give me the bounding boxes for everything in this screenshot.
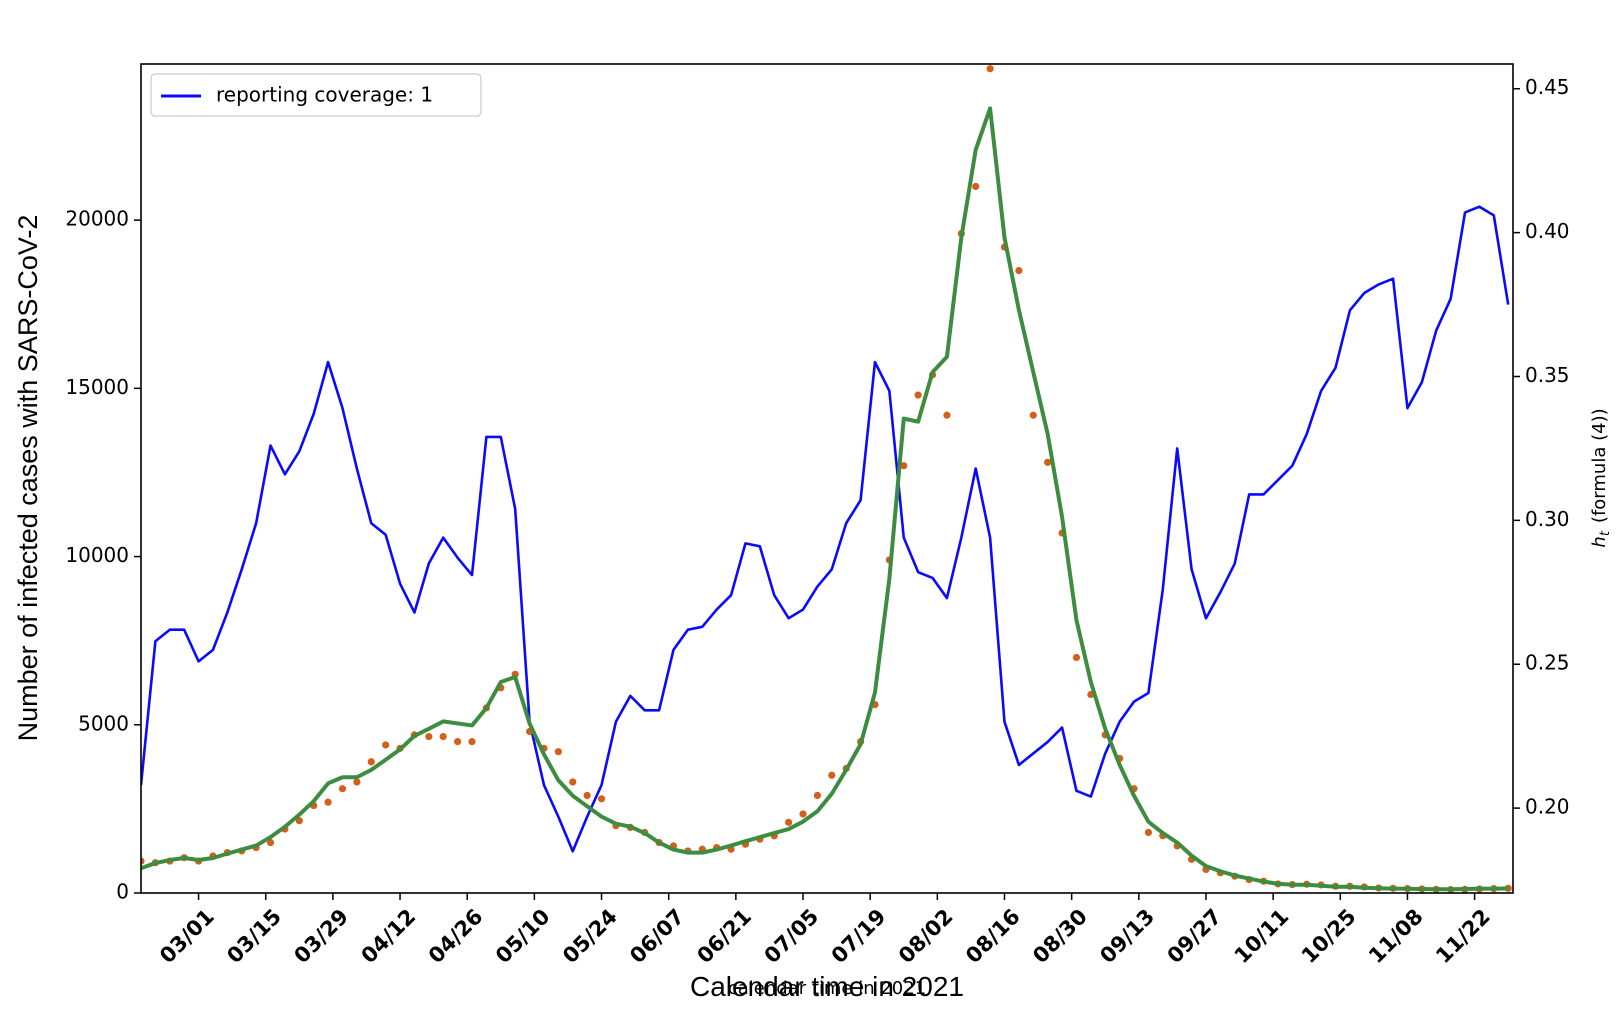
data-dot (828, 771, 836, 779)
data-dot (468, 737, 476, 746)
data-dot (813, 791, 822, 800)
data-dot (986, 65, 994, 73)
data-dot (382, 741, 390, 749)
data-dot (324, 798, 332, 806)
data-dot (1044, 458, 1052, 466)
data-line (141, 106, 1509, 892)
data-dot (439, 732, 447, 741)
data-dot (583, 791, 591, 800)
data-dot (597, 795, 606, 803)
y-tick-label: 20000 (65, 207, 129, 231)
data-dot (367, 758, 375, 766)
y2-label-subscript: t (1598, 530, 1613, 536)
data-dot (943, 411, 951, 419)
y-axis-label: Number of infected cases with SARS-CoV-2 (13, 215, 43, 742)
data-dot (1015, 266, 1023, 275)
data-dot (141, 857, 145, 865)
legend-box (150, 73, 482, 117)
y2-tick-label: 0.35 (1525, 363, 1570, 387)
data-dot (338, 785, 347, 793)
y-tick-label: 5000 (78, 711, 129, 735)
x-axis-label-overlay: calendar time in 2021 (728, 978, 926, 999)
legend-label: reporting coverage: 1 (216, 83, 433, 107)
y2-label-symbol: h (1589, 536, 1610, 547)
data-dot (972, 182, 980, 191)
plot-area (141, 65, 1512, 893)
data-dot (425, 732, 433, 741)
data-dot (353, 778, 361, 786)
y2-tick-label: 0.45 (1525, 75, 1570, 99)
data-dot (295, 817, 303, 825)
data-dot (569, 778, 577, 786)
data-dot (454, 737, 462, 746)
data-dot (554, 748, 562, 756)
plot-frame (140, 63, 1514, 894)
data-dot (900, 462, 908, 470)
data-dot (1072, 653, 1081, 662)
x-axis-label: Calendar time in 2021 (690, 971, 964, 1002)
y-tick-label: 0 (116, 880, 129, 904)
data-dot (785, 818, 793, 826)
data-dot (799, 810, 807, 818)
data-dot (914, 391, 922, 399)
y2-tick-label: 0.40 (1525, 219, 1570, 243)
y2-tick-label: 0.20 (1525, 795, 1570, 819)
y2-tick-label: 0.25 (1525, 651, 1570, 675)
y2-axis-label: ht (formula (4)) (1589, 408, 1613, 547)
data-dot (266, 838, 275, 847)
y-tick-label: 10000 (65, 543, 129, 567)
y2-tick-label: 0.30 (1525, 507, 1570, 531)
data-line (141, 205, 1510, 853)
data-dot (1029, 411, 1037, 419)
data-dot (1144, 828, 1153, 837)
y-tick-label: 15000 (65, 375, 129, 399)
y2-label-text: (formula (4)) (1589, 408, 1610, 523)
